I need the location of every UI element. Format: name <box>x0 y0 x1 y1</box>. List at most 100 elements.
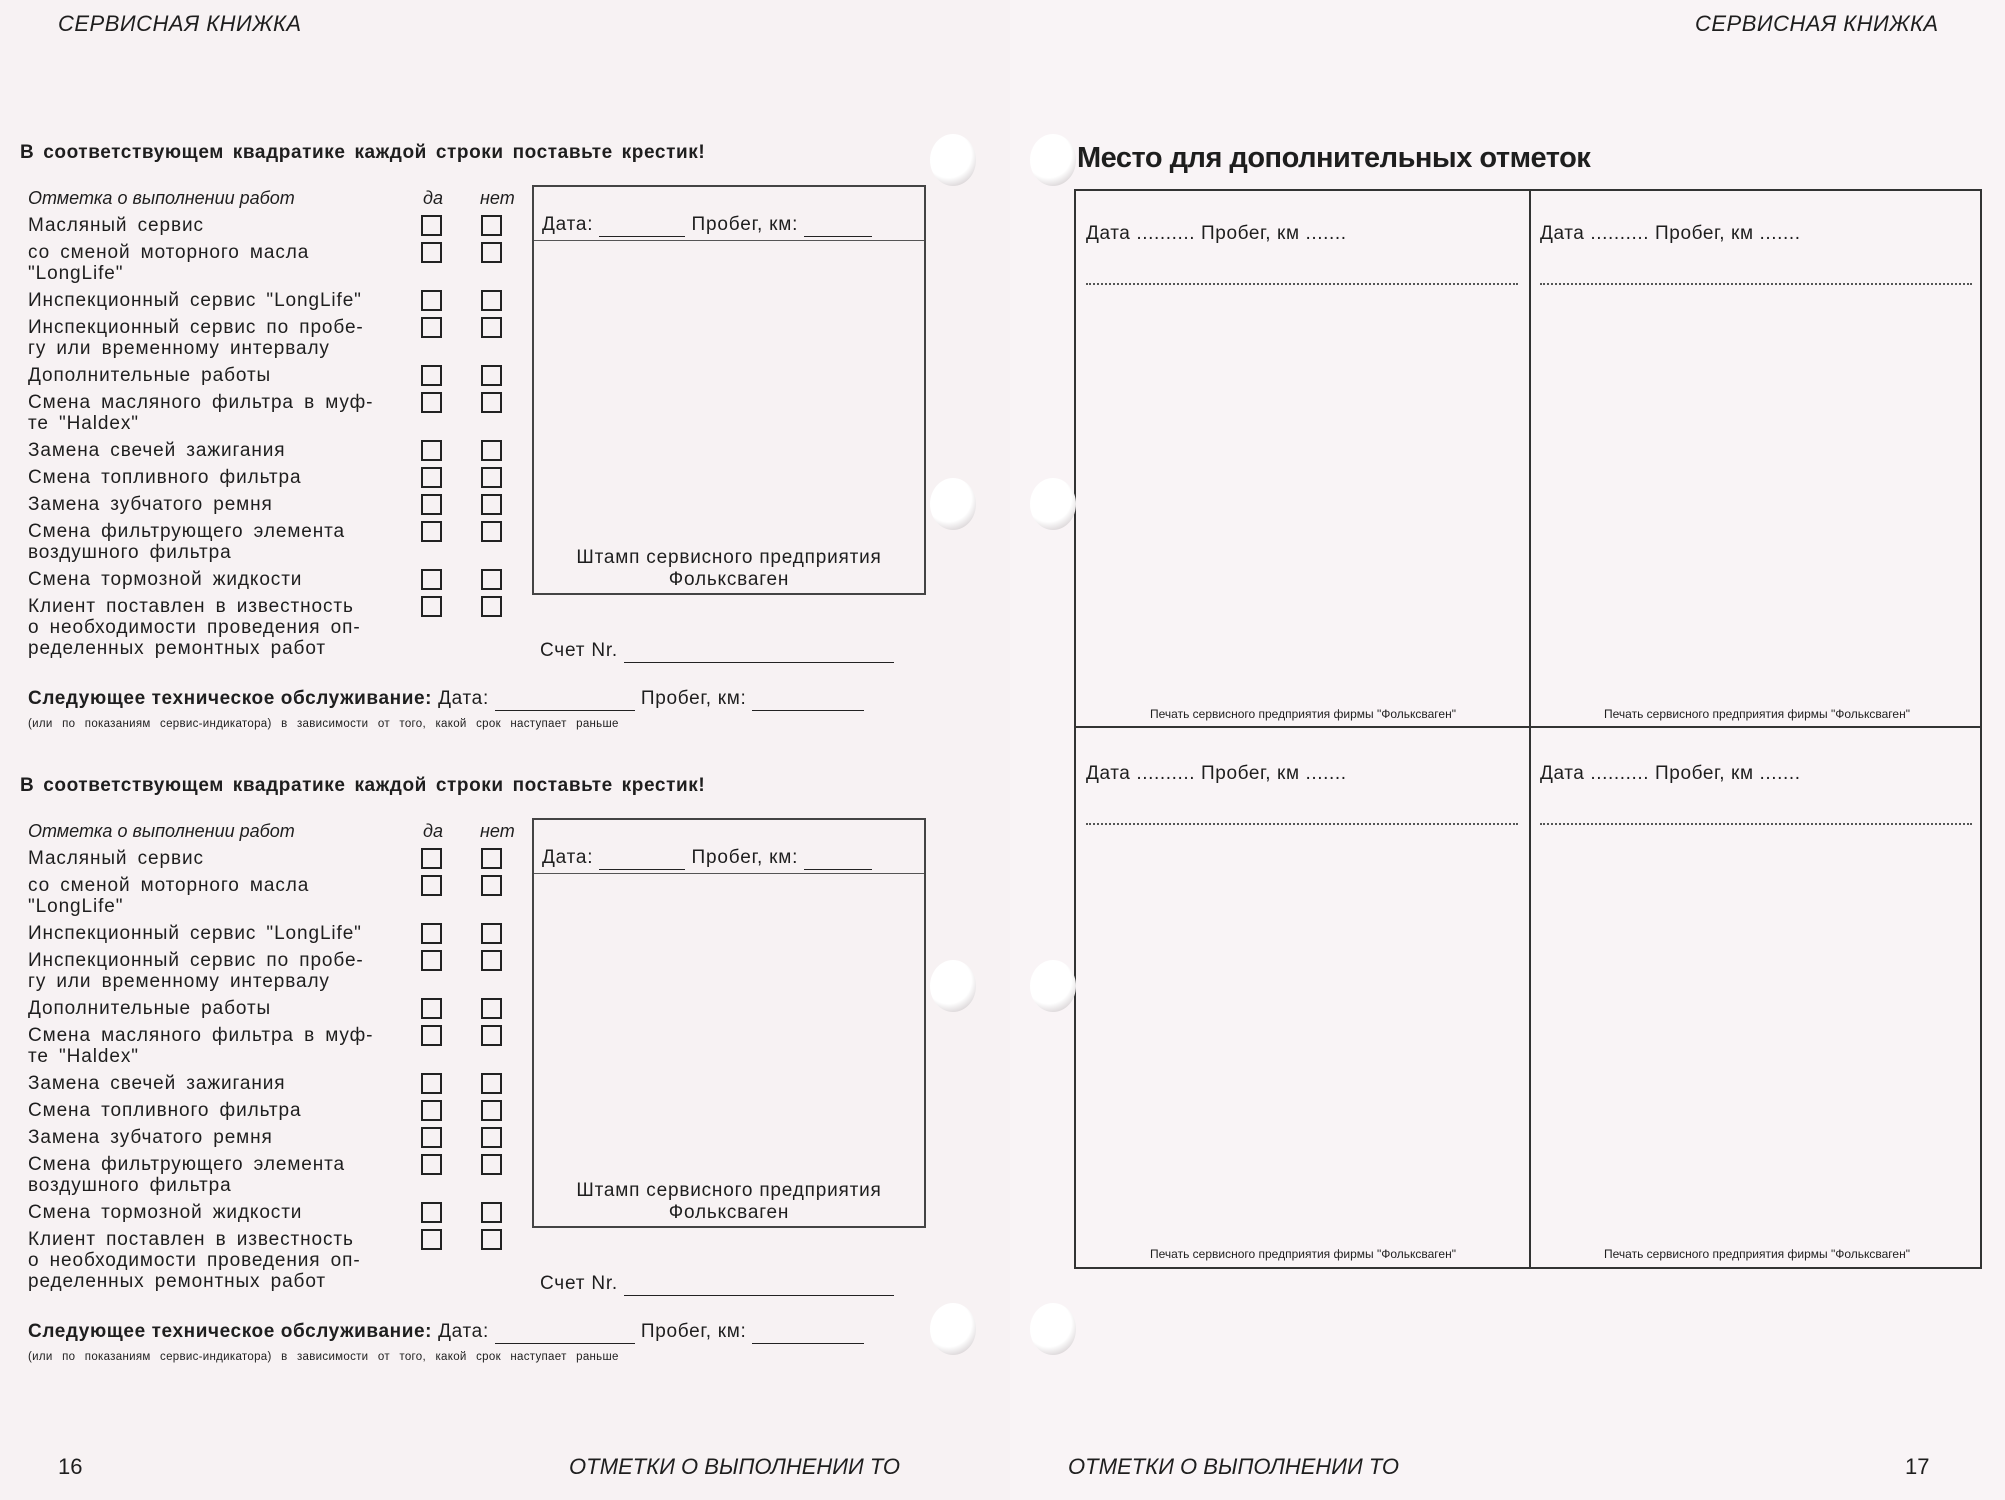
fill-line[interactable] <box>752 688 865 711</box>
notes-cell: Дата .......... Пробег, км ....... Печать… <box>1530 731 1984 1271</box>
stamp-date-mileage: Дата: Пробег, км: <box>542 847 873 870</box>
page-number-right: 17 <box>1905 1454 1930 1479</box>
fill-line[interactable] <box>599 847 686 870</box>
checkbox-yes[interactable] <box>421 215 442 236</box>
checkbox-no[interactable] <box>481 242 502 263</box>
checkbox-no[interactable] <box>481 848 502 869</box>
checkbox-no[interactable] <box>481 521 502 542</box>
dotted-line[interactable] <box>1086 283 1518 285</box>
checkbox-yes[interactable] <box>421 494 442 515</box>
checklist-row: Масляный сервис <box>28 215 508 236</box>
fill-line[interactable] <box>494 1321 635 1344</box>
checklist: Масляный сервис со сменой моторного масла… <box>28 848 508 1298</box>
cell-mileage-label: Пробег, км ....... <box>1655 223 1801 244</box>
fill-line[interactable] <box>804 847 873 870</box>
checkbox-yes[interactable] <box>421 1229 442 1250</box>
fill-line[interactable] <box>599 214 686 237</box>
checklist-row: Дополнительные работы <box>28 998 508 1019</box>
checklist-label: Смена топливного фильтра <box>28 467 302 488</box>
checkbox-no[interactable] <box>481 569 502 590</box>
binder-hole <box>1030 134 1076 186</box>
stamp-caption-line1: Штамп сервисного предприятия <box>576 1180 882 1201</box>
checkbox-yes[interactable] <box>421 290 442 311</box>
checkbox-no[interactable] <box>481 392 502 413</box>
dotted-line[interactable] <box>1540 823 1972 825</box>
running-header-right: СЕРВИСНАЯ КНИЖКА <box>1695 11 1939 36</box>
fill-line[interactable] <box>494 688 635 711</box>
dotted-line[interactable] <box>1086 823 1518 825</box>
stamp-caption-line2: Фольксваген <box>668 569 790 590</box>
checkbox-yes[interactable] <box>421 596 442 617</box>
fill-line[interactable] <box>624 1273 895 1296</box>
checkbox-yes[interactable] <box>421 950 442 971</box>
checkbox-yes[interactable] <box>421 392 442 413</box>
checklist-label: те "Haldex" <box>28 1046 139 1067</box>
checklist-row: Замена зубчатого ремня <box>28 494 508 515</box>
checkbox-no[interactable] <box>481 950 502 971</box>
checkbox-no[interactable] <box>481 1154 502 1175</box>
checkbox-no[interactable] <box>481 440 502 461</box>
checkbox-yes[interactable] <box>421 365 442 386</box>
checkbox-yes[interactable] <box>421 1154 442 1175</box>
stamp-caption: Штамп сервисного предприятия Фольксваген <box>534 1180 924 1224</box>
checkbox-no[interactable] <box>481 1127 502 1148</box>
checkbox-yes[interactable] <box>421 440 442 461</box>
checklist-label: о необходимости проведения оп- <box>28 1250 361 1271</box>
checklist-label: Инспекционный сервис "LongLife" <box>28 923 362 944</box>
checkbox-no[interactable] <box>481 875 502 896</box>
checkbox-no[interactable] <box>481 596 502 617</box>
checkbox-no[interactable] <box>481 215 502 236</box>
checkbox-yes[interactable] <box>421 569 442 590</box>
checkbox-no[interactable] <box>481 494 502 515</box>
checkbox-yes[interactable] <box>421 1073 442 1094</box>
checkbox-yes[interactable] <box>421 242 442 263</box>
checkbox-no[interactable] <box>481 365 502 386</box>
checkbox-yes[interactable] <box>421 317 442 338</box>
notes-cell: Дата .......... Пробег, км ....... Печать… <box>1076 731 1530 1271</box>
checkbox-no[interactable] <box>481 923 502 944</box>
checkbox-yes[interactable] <box>421 875 442 896</box>
checkbox-yes[interactable] <box>421 1127 442 1148</box>
checklist-row: Смена фильтрующего элемента воздушного фи… <box>28 1154 508 1196</box>
checklist-label: Дополнительные работы <box>28 998 272 1019</box>
column-header-work: Отметка о выполнении работ <box>28 821 295 841</box>
checkbox-no[interactable] <box>481 1202 502 1223</box>
checklist-label: Смена масляного фильтра в муф- <box>28 1025 374 1046</box>
checkbox-no[interactable] <box>481 1100 502 1121</box>
binder-hole <box>930 478 976 530</box>
checkbox-yes[interactable] <box>421 923 442 944</box>
dotted-line[interactable] <box>1540 283 1972 285</box>
checklist-label: Инспекционный сервис по пробе- <box>28 317 364 338</box>
notes-grid: Дата .......... Пробег, км ....... Печать… <box>1074 189 1982 1269</box>
checkbox-no[interactable] <box>481 317 502 338</box>
checklist-label: те "Haldex" <box>28 413 139 434</box>
checkbox-yes[interactable] <box>421 1025 442 1046</box>
stamp-date-label: Дата: <box>542 214 594 235</box>
checkbox-no[interactable] <box>481 1229 502 1250</box>
cell-date-mileage: Дата .......... Пробег, км ....... <box>1086 763 1347 785</box>
fill-line[interactable] <box>804 214 873 237</box>
checkbox-yes[interactable] <box>421 998 442 1019</box>
next-date-label: Дата: <box>438 1321 489 1342</box>
checkbox-no[interactable] <box>481 1073 502 1094</box>
column-header-work: Отметка о выполнении работ <box>28 188 295 208</box>
checklist-row: Смена масляного фильтра в муф-те "Haldex… <box>28 392 508 434</box>
checklist-label: ределенных ремонтных работ <box>28 1271 326 1292</box>
checkbox-yes[interactable] <box>421 848 442 869</box>
checkbox-no[interactable] <box>481 467 502 488</box>
checkbox-no[interactable] <box>481 998 502 1019</box>
checkbox-yes[interactable] <box>421 521 442 542</box>
checklist-row: Смена топливного фильтра <box>28 467 508 488</box>
fill-line[interactable] <box>624 640 895 663</box>
stamp-divider <box>534 873 924 874</box>
checklist-row: Смена фильтрующего элемента воздушного фи… <box>28 521 508 563</box>
checkbox-no[interactable] <box>481 290 502 311</box>
fill-line[interactable] <box>752 1321 865 1344</box>
checkbox-yes[interactable] <box>421 467 442 488</box>
checklist-row: Масляный сервис <box>28 848 508 869</box>
checkbox-yes[interactable] <box>421 1100 442 1121</box>
checklist-label: гу или временному интервалу <box>28 338 330 359</box>
checkbox-no[interactable] <box>481 1025 502 1046</box>
stamp-divider <box>534 240 924 241</box>
checkbox-yes[interactable] <box>421 1202 442 1223</box>
